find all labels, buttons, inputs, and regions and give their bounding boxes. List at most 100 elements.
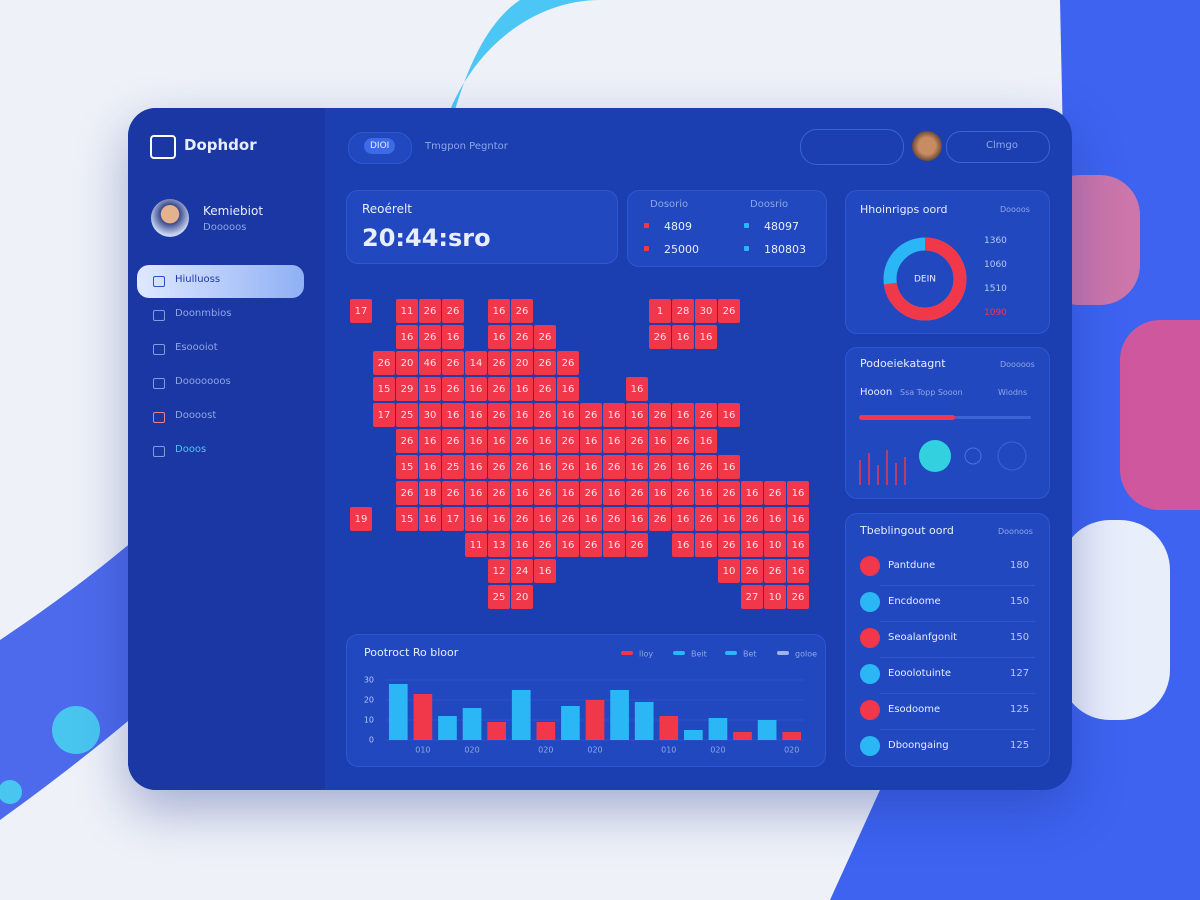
nav-item[interactable]: Doonmbios bbox=[175, 308, 232, 319]
map-cell bbox=[442, 481, 464, 505]
map-cell bbox=[488, 455, 510, 479]
map-cell bbox=[419, 351, 441, 375]
map-cell-label: 26 bbox=[447, 306, 460, 317]
map-cell-label: 26 bbox=[447, 436, 460, 447]
map-cell bbox=[511, 403, 533, 427]
map-cell-label: 26 bbox=[585, 488, 598, 499]
map-cell-label: 16 bbox=[562, 488, 575, 499]
bar bbox=[388, 684, 408, 740]
list-name[interactable]: Encdoome bbox=[888, 596, 941, 607]
map-cell-label: 15 bbox=[401, 514, 414, 525]
nav-item[interactable]: Hiulluoss bbox=[175, 274, 221, 285]
map-cell bbox=[488, 585, 510, 609]
map-cell-label: 16 bbox=[723, 410, 736, 421]
map-cell-label: 16 bbox=[792, 540, 805, 551]
list-name[interactable]: Seoalanfgonit bbox=[888, 632, 958, 643]
map-cell-label: 26 bbox=[608, 462, 621, 473]
map-cell-label: 26 bbox=[539, 410, 552, 421]
map-cell bbox=[488, 377, 510, 401]
list-name[interactable]: Esodoome bbox=[888, 704, 941, 715]
map-cell-label: 26 bbox=[631, 488, 644, 499]
map-cell-label: 10 bbox=[769, 540, 782, 551]
list-name[interactable]: Dboongaing bbox=[888, 740, 949, 751]
map-cell-label: 16 bbox=[493, 514, 506, 525]
map-cell-label: 26 bbox=[493, 410, 506, 421]
map-cell-label: 26 bbox=[723, 540, 736, 551]
map-cell-label: 26 bbox=[516, 462, 529, 473]
map-cell-label: 16 bbox=[700, 540, 713, 551]
map-cell bbox=[511, 585, 533, 609]
map-cell-label: 16 bbox=[792, 514, 805, 525]
map-cell-label: 24 bbox=[516, 566, 529, 577]
user-pill[interactable] bbox=[946, 131, 1050, 163]
map-cell-label: 25 bbox=[401, 410, 414, 421]
donut-legend-value: 1360 bbox=[984, 236, 1007, 246]
map-cell-label: 26 bbox=[539, 358, 552, 369]
map-cell bbox=[764, 585, 786, 609]
map-cell-label: 16 bbox=[792, 488, 805, 499]
map-cell-label: 16 bbox=[424, 462, 437, 473]
user-role: Dooooos bbox=[203, 222, 247, 233]
map-cell-label: 16 bbox=[746, 540, 759, 551]
donut-title: Hhoinrigps oord bbox=[860, 203, 948, 216]
map-cell bbox=[465, 429, 487, 453]
map-cell bbox=[603, 403, 625, 427]
map-cell bbox=[511, 533, 533, 557]
map-cell-label: 26 bbox=[654, 514, 667, 525]
map-cell-label: 26 bbox=[493, 358, 506, 369]
map-cell bbox=[419, 507, 441, 531]
bar bbox=[413, 694, 433, 740]
legend-swatch bbox=[777, 651, 789, 655]
map-cell bbox=[511, 455, 533, 479]
map-cell bbox=[580, 403, 602, 427]
map-cell bbox=[488, 481, 510, 505]
map-cell bbox=[511, 429, 533, 453]
logo-icon bbox=[150, 135, 176, 159]
map-cell bbox=[718, 533, 740, 557]
stats-value: 4809 bbox=[664, 220, 692, 233]
map-cell bbox=[672, 429, 694, 453]
list-name[interactable]: Eooolotuinte bbox=[888, 668, 952, 679]
nav-icon bbox=[153, 378, 165, 389]
search-box[interactable] bbox=[800, 129, 904, 165]
map-cell-label: 16 bbox=[654, 488, 667, 499]
top-avatar[interactable] bbox=[912, 131, 942, 161]
map-cell bbox=[580, 429, 602, 453]
map-cell bbox=[557, 351, 579, 375]
map-cell-label: 16 bbox=[470, 514, 483, 525]
map-cell-label: 30 bbox=[700, 306, 713, 317]
legend-swatch bbox=[673, 651, 685, 655]
stats-value: 180803 bbox=[764, 243, 806, 256]
map-cell bbox=[534, 533, 556, 557]
bar bbox=[708, 718, 728, 740]
y-tick-label: 30 bbox=[364, 676, 374, 685]
bar bbox=[462, 708, 482, 740]
map-cell-label: 16 bbox=[539, 462, 552, 473]
chart-title: Pootroct Ro bloor bbox=[364, 646, 459, 659]
map-cell bbox=[626, 533, 648, 557]
list-icon bbox=[860, 736, 880, 756]
nav-item[interactable]: Doooost bbox=[175, 410, 217, 421]
avatar bbox=[151, 199, 189, 237]
map-cell bbox=[465, 351, 487, 375]
bar bbox=[684, 730, 703, 740]
list-icon bbox=[860, 592, 880, 612]
map-cell-label: 17 bbox=[447, 514, 460, 525]
map-cell-label: 16 bbox=[585, 462, 598, 473]
map-cell-label: 15 bbox=[401, 462, 414, 473]
nav-item[interactable]: Esoooiot bbox=[175, 342, 218, 353]
nav-item[interactable]: Dooos bbox=[175, 444, 207, 455]
map-cell-label: 18 bbox=[424, 488, 437, 499]
map-cell-label: 16 bbox=[539, 566, 552, 577]
map-cell-label: 15 bbox=[424, 384, 437, 395]
map-cell bbox=[695, 507, 717, 531]
donut-subtitle: Doooos bbox=[1000, 205, 1030, 214]
map-cell-label: 16 bbox=[608, 410, 621, 421]
map-cell bbox=[465, 455, 487, 479]
map-cell-label: 26 bbox=[493, 384, 506, 395]
list-name[interactable]: Pantdune bbox=[888, 560, 936, 571]
map-cell bbox=[534, 325, 556, 349]
list-divider bbox=[880, 729, 1035, 730]
map-cell bbox=[465, 481, 487, 505]
nav-item[interactable]: Dooooooos bbox=[175, 376, 231, 387]
